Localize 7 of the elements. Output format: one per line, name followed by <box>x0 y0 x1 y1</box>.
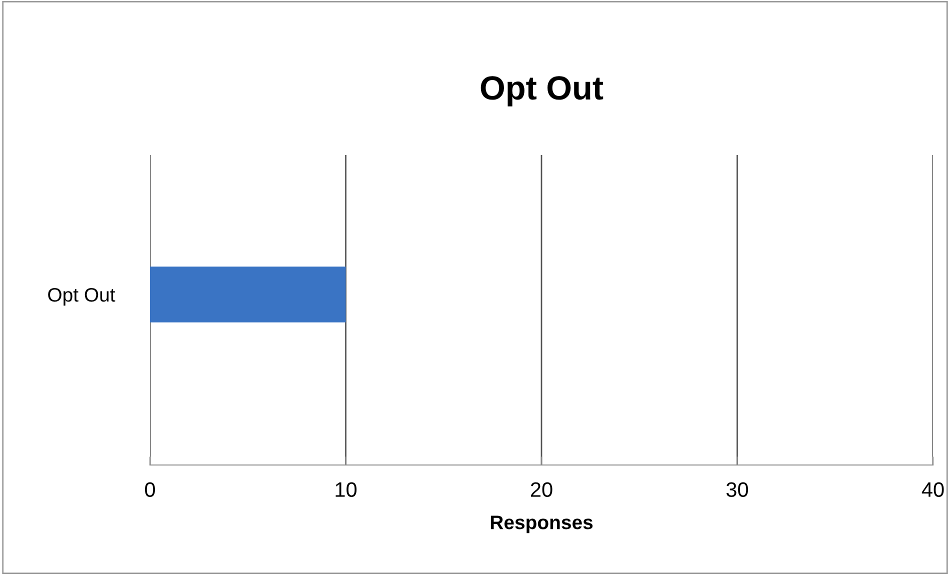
x-axis-title: Responses <box>490 516 593 534</box>
x-tick-label: 10 <box>336 482 357 497</box>
x-tick-label: 20 <box>530 482 552 497</box>
x-tick-label: 0 <box>145 482 155 497</box>
x-tick-label: 40 <box>922 482 944 497</box>
chart-title: Opt Out <box>480 76 604 106</box>
x-tick-label: 30 <box>726 482 748 497</box>
